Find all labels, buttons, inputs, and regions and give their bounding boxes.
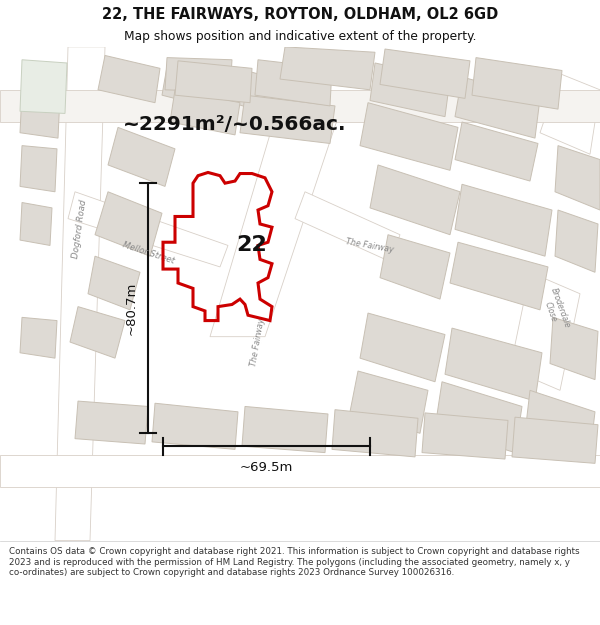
Polygon shape <box>555 210 598 272</box>
Polygon shape <box>360 313 445 382</box>
Text: 22: 22 <box>236 236 268 256</box>
Polygon shape <box>108 127 175 186</box>
Polygon shape <box>70 307 125 358</box>
Polygon shape <box>95 192 162 256</box>
Polygon shape <box>20 202 52 246</box>
Polygon shape <box>242 406 328 452</box>
Polygon shape <box>162 61 230 111</box>
Polygon shape <box>422 413 508 459</box>
Polygon shape <box>360 102 458 170</box>
Text: Contains OS data © Crown copyright and database right 2021. This information is : Contains OS data © Crown copyright and d… <box>9 548 580 577</box>
Polygon shape <box>435 382 522 452</box>
Polygon shape <box>20 146 57 192</box>
Polygon shape <box>380 235 450 299</box>
Text: ~69.5m: ~69.5m <box>240 461 293 474</box>
Polygon shape <box>370 63 450 117</box>
Polygon shape <box>540 74 600 154</box>
Polygon shape <box>450 242 548 310</box>
Text: Map shows position and indicative extent of the property.: Map shows position and indicative extent… <box>124 30 476 43</box>
Text: ~80.7m: ~80.7m <box>125 281 138 335</box>
Polygon shape <box>20 92 60 138</box>
Polygon shape <box>55 47 105 541</box>
Polygon shape <box>332 409 418 457</box>
Text: ~2291m²/~0.566ac.: ~2291m²/~0.566ac. <box>123 114 347 134</box>
Polygon shape <box>350 371 428 433</box>
Polygon shape <box>455 184 552 256</box>
Polygon shape <box>472 58 562 109</box>
Polygon shape <box>280 47 375 90</box>
Polygon shape <box>68 192 228 267</box>
Text: Mellor Street: Mellor Street <box>121 241 175 266</box>
Polygon shape <box>210 101 340 337</box>
Polygon shape <box>0 455 600 487</box>
Polygon shape <box>175 61 252 102</box>
Polygon shape <box>455 122 538 181</box>
Polygon shape <box>295 192 400 261</box>
Text: Broderdale
Close: Broderdale Close <box>539 287 571 333</box>
Polygon shape <box>525 391 595 455</box>
Text: The Fairway: The Fairway <box>346 237 395 254</box>
Text: Dogford Road: Dogford Road <box>71 199 89 259</box>
Polygon shape <box>370 165 460 235</box>
Polygon shape <box>510 272 580 391</box>
Polygon shape <box>152 403 238 449</box>
Polygon shape <box>165 58 232 92</box>
Text: The Fairway: The Fairway <box>250 318 266 367</box>
Polygon shape <box>20 318 57 358</box>
Polygon shape <box>20 60 67 113</box>
Polygon shape <box>512 418 598 463</box>
Polygon shape <box>75 401 148 444</box>
Polygon shape <box>555 146 600 210</box>
Polygon shape <box>0 90 600 122</box>
Polygon shape <box>380 49 470 98</box>
Polygon shape <box>88 256 140 310</box>
Polygon shape <box>170 90 240 135</box>
Polygon shape <box>255 60 332 106</box>
Polygon shape <box>240 95 335 144</box>
Polygon shape <box>455 77 540 138</box>
Polygon shape <box>445 328 542 401</box>
Polygon shape <box>98 56 160 102</box>
Polygon shape <box>550 318 598 379</box>
Text: 22, THE FAIRWAYS, ROYTON, OLDHAM, OL2 6GD: 22, THE FAIRWAYS, ROYTON, OLDHAM, OL2 6G… <box>102 6 498 21</box>
Polygon shape <box>232 68 296 120</box>
